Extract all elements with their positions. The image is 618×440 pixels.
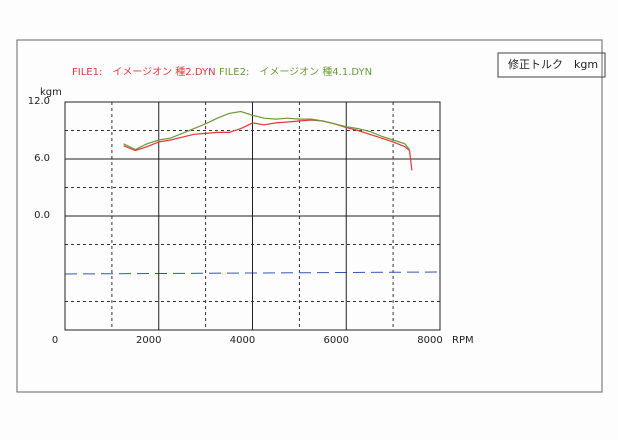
x-tick-label: 6000 [324,335,349,346]
x-tick-label: 2000 [136,335,161,346]
series-line [123,110,410,151]
label-box [497,52,606,78]
legend-entry: FILE2: イメージオン 種4.1.DYN [219,65,372,78]
x-tick-label: 0 [52,335,58,346]
y-tick-label: 0.0 [34,210,50,221]
label-box-text: 修正トルク kgm [508,57,598,71]
y-axis-label: kgm [40,87,62,98]
x-tick-label: 8000 [417,335,442,346]
x-axis-label: RPM [452,335,474,346]
y-tick-label: 6.0 [34,153,50,164]
y-tick-label: 12.0 [28,96,50,107]
outer-frame [16,39,603,393]
x-tick-label: 4000 [230,335,255,346]
legend-entry: FILE1: イメージオン 種2.DYN [72,65,216,78]
series-line [123,119,413,171]
